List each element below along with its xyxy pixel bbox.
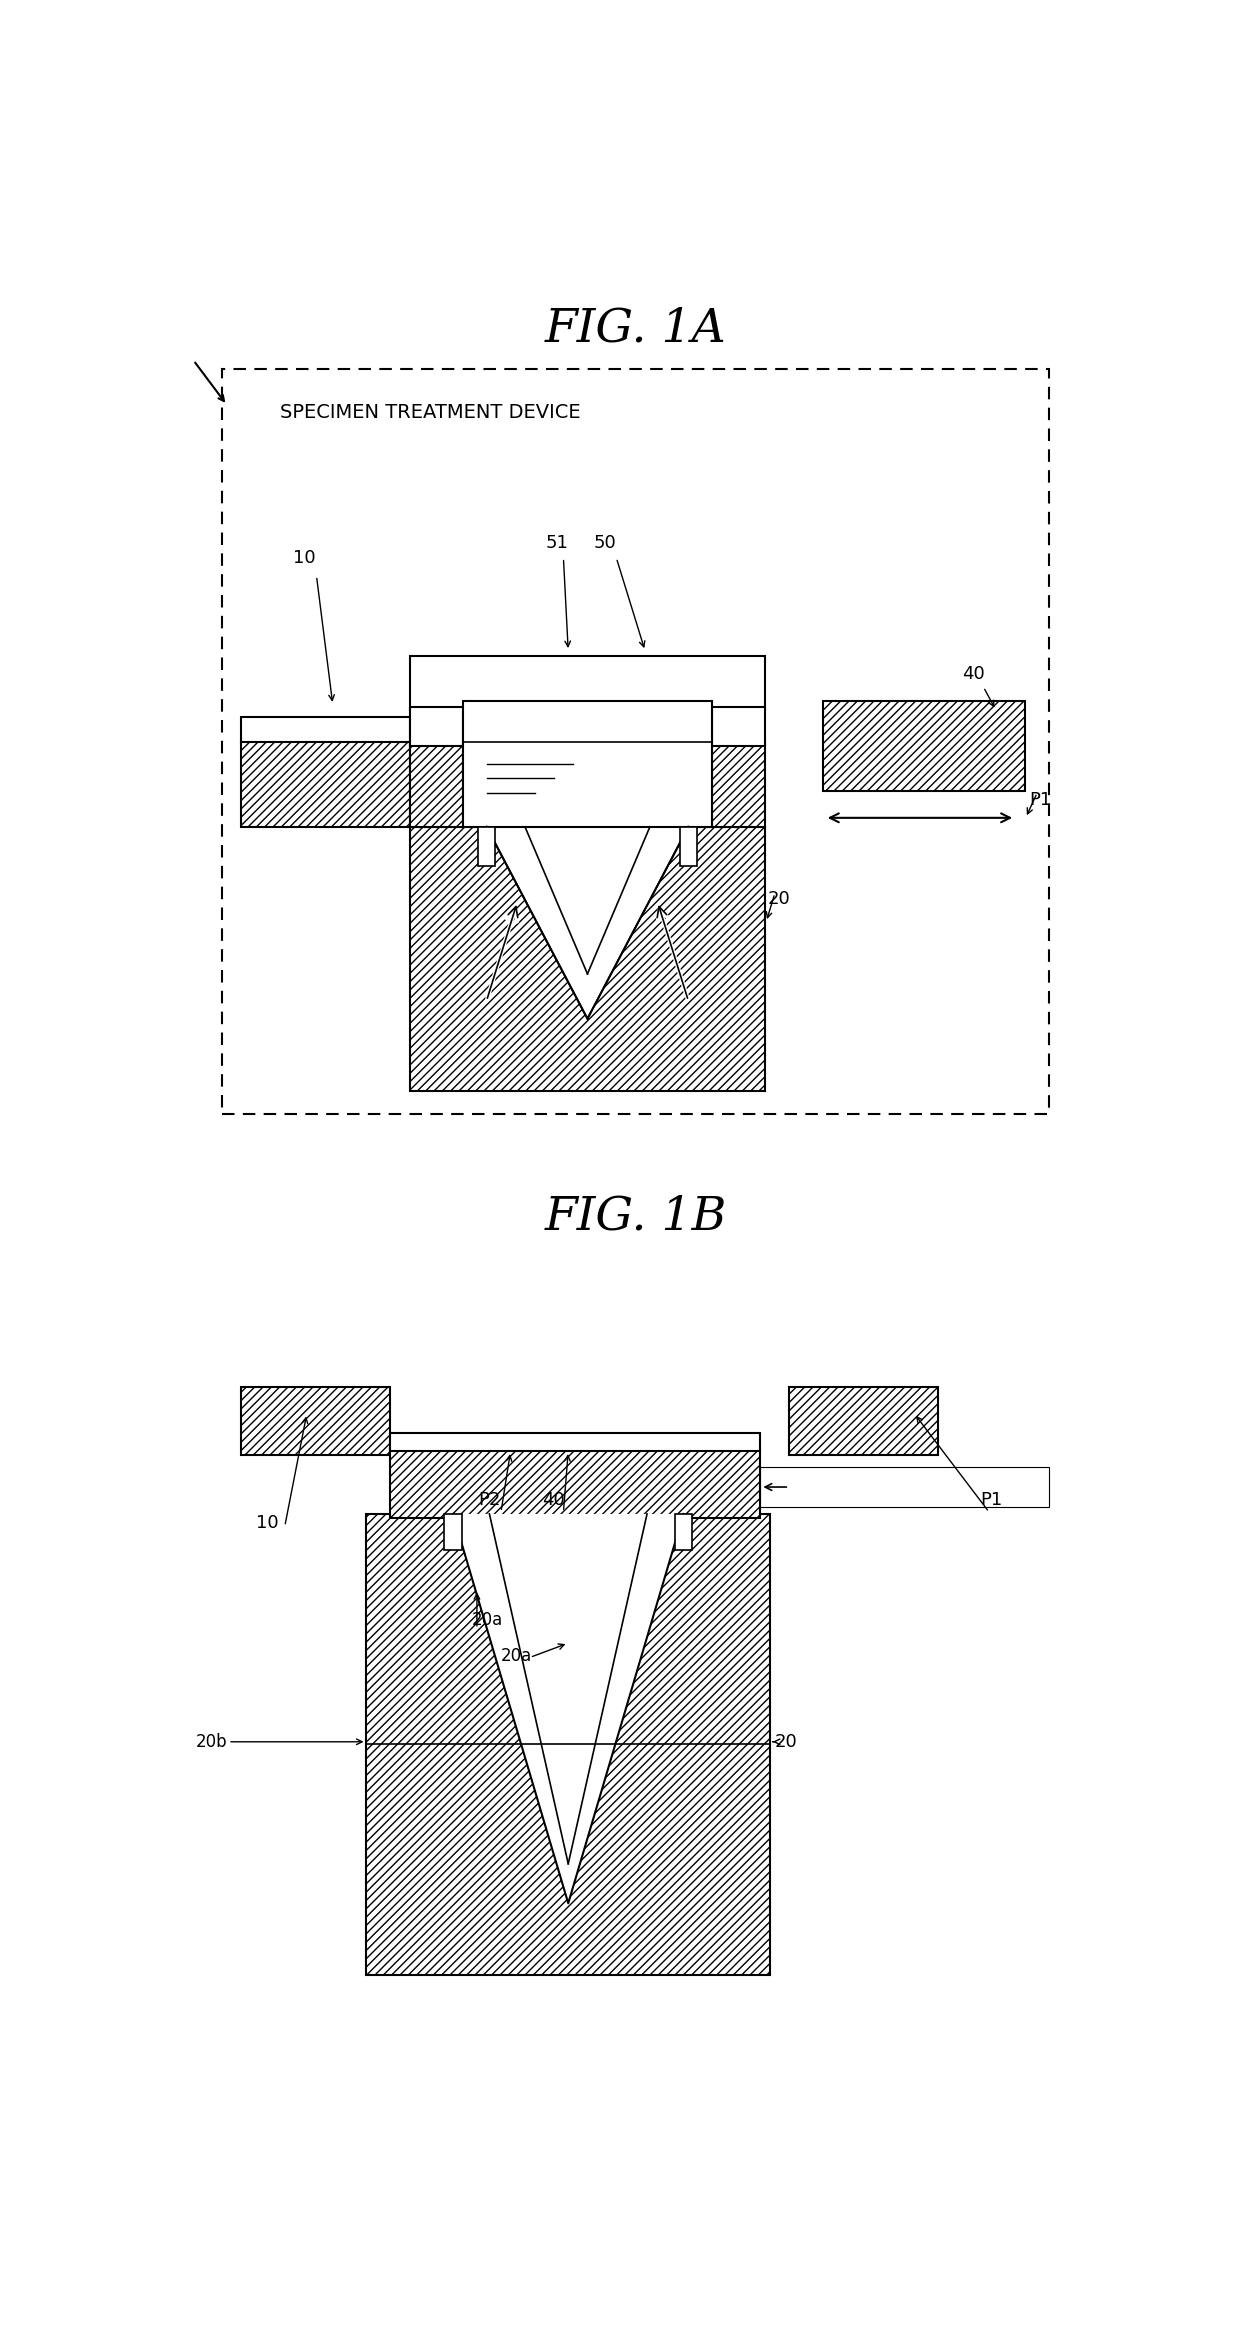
Text: 20: 20: [768, 890, 791, 909]
Polygon shape: [486, 827, 688, 1018]
Text: 20a: 20a: [472, 1610, 503, 1629]
Text: 51: 51: [546, 534, 568, 552]
Polygon shape: [453, 1514, 683, 1904]
Text: 40: 40: [962, 666, 985, 683]
Bar: [409, 657, 765, 711]
Bar: [675, 1514, 692, 1549]
Text: 20a: 20a: [501, 1647, 532, 1664]
Polygon shape: [367, 1514, 770, 1976]
Bar: [789, 1386, 939, 1454]
Bar: [712, 706, 765, 746]
Bar: [760, 1468, 1049, 1508]
Text: 20: 20: [775, 1734, 797, 1750]
Bar: [242, 718, 409, 743]
Bar: [409, 743, 463, 827]
Text: 10: 10: [293, 548, 315, 566]
Text: 50: 50: [594, 534, 616, 552]
Bar: [242, 1386, 391, 1454]
Bar: [712, 743, 765, 827]
Bar: [242, 741, 409, 827]
Bar: [409, 706, 463, 746]
Text: 10: 10: [255, 1514, 279, 1531]
Text: FIG. 1B: FIG. 1B: [544, 1195, 727, 1240]
Text: FIG. 1A: FIG. 1A: [544, 308, 727, 352]
Bar: [391, 1433, 760, 1452]
Bar: [680, 827, 697, 867]
Text: 40: 40: [542, 1491, 565, 1508]
Text: 20b: 20b: [196, 1734, 227, 1750]
Polygon shape: [409, 827, 765, 1090]
FancyBboxPatch shape: [222, 370, 1049, 1114]
Bar: [391, 1449, 760, 1517]
Text: P2: P2: [479, 1491, 501, 1508]
Bar: [444, 1514, 461, 1549]
Bar: [477, 827, 495, 867]
Bar: [823, 701, 1024, 790]
Text: P1: P1: [980, 1491, 1002, 1508]
Text: SPECIMEN TREATMENT DEVICE: SPECIMEN TREATMENT DEVICE: [280, 403, 580, 422]
Text: P1: P1: [1029, 790, 1052, 809]
Bar: [463, 701, 713, 827]
